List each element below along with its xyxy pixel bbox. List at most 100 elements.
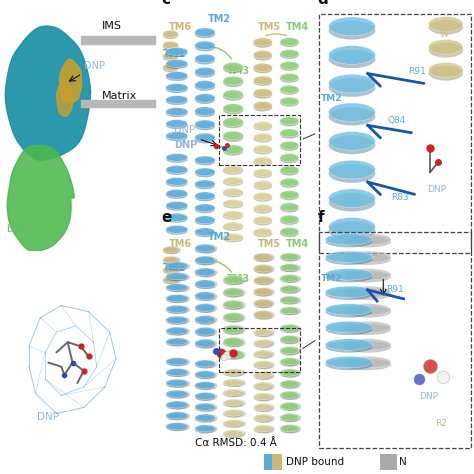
Ellipse shape [168,401,190,408]
Ellipse shape [254,76,272,84]
Ellipse shape [223,370,243,377]
Ellipse shape [256,278,274,285]
Ellipse shape [280,402,299,410]
Ellipse shape [254,192,272,200]
Ellipse shape [280,229,299,237]
Text: DNP bound: DNP bound [286,457,345,467]
Ellipse shape [344,356,391,368]
Ellipse shape [254,204,272,212]
Ellipse shape [280,307,299,314]
Ellipse shape [254,65,272,73]
Ellipse shape [195,107,215,115]
Ellipse shape [280,274,299,282]
Ellipse shape [195,133,215,142]
Ellipse shape [197,246,218,254]
Ellipse shape [326,269,373,280]
Ellipse shape [165,256,181,263]
Ellipse shape [168,359,190,366]
Ellipse shape [197,383,218,390]
Ellipse shape [197,405,218,412]
Ellipse shape [283,415,301,422]
Ellipse shape [223,222,243,229]
Ellipse shape [166,358,188,365]
Ellipse shape [163,64,178,71]
Ellipse shape [280,143,299,151]
Ellipse shape [254,339,272,346]
Ellipse shape [254,393,272,400]
Ellipse shape [195,204,215,212]
Ellipse shape [168,273,190,280]
Ellipse shape [283,346,301,354]
Ellipse shape [254,101,272,109]
Ellipse shape [166,201,188,209]
Ellipse shape [280,129,299,137]
Text: Q84: Q84 [388,116,406,125]
Ellipse shape [195,246,215,254]
Ellipse shape [195,122,215,130]
Ellipse shape [280,382,299,389]
Ellipse shape [326,341,373,353]
Ellipse shape [163,246,178,253]
Ellipse shape [283,324,301,332]
Ellipse shape [223,235,243,242]
Ellipse shape [344,251,391,263]
Ellipse shape [254,78,272,86]
Ellipse shape [166,318,188,325]
Ellipse shape [168,338,190,345]
Ellipse shape [280,37,299,46]
Ellipse shape [256,339,274,346]
Ellipse shape [283,413,301,421]
Ellipse shape [283,264,301,271]
Ellipse shape [254,372,272,378]
Ellipse shape [223,200,243,207]
Ellipse shape [197,268,218,276]
Ellipse shape [197,317,218,325]
Ellipse shape [166,108,188,116]
Ellipse shape [254,182,272,190]
Ellipse shape [166,424,188,431]
Ellipse shape [195,425,215,432]
Ellipse shape [195,180,215,188]
Ellipse shape [225,337,246,346]
Ellipse shape [223,133,243,142]
Ellipse shape [280,141,299,149]
Ellipse shape [166,215,188,223]
Text: Cα RMSD: 0.4 Å: Cα RMSD: 0.4 Å [195,438,277,448]
Ellipse shape [195,328,215,335]
Ellipse shape [195,360,215,367]
Ellipse shape [168,402,190,410]
Ellipse shape [163,53,178,60]
Ellipse shape [283,402,301,410]
Text: R91: R91 [386,285,404,294]
Ellipse shape [328,78,375,97]
Ellipse shape [225,339,246,347]
Ellipse shape [163,256,178,263]
FancyBboxPatch shape [264,454,282,470]
Ellipse shape [195,43,215,51]
Ellipse shape [166,307,188,314]
Ellipse shape [280,39,299,47]
Ellipse shape [166,119,188,128]
Ellipse shape [163,65,178,72]
Ellipse shape [328,136,375,154]
Ellipse shape [195,394,215,401]
Ellipse shape [283,348,301,356]
Ellipse shape [223,369,243,375]
Ellipse shape [283,380,301,387]
Ellipse shape [163,30,178,37]
Ellipse shape [163,266,178,273]
Ellipse shape [280,415,299,422]
Ellipse shape [195,292,215,300]
FancyArrowPatch shape [303,340,315,348]
Ellipse shape [280,97,299,105]
Ellipse shape [225,421,246,428]
Ellipse shape [254,312,272,319]
Ellipse shape [168,358,190,365]
Ellipse shape [280,50,299,57]
Ellipse shape [195,156,215,164]
Ellipse shape [166,368,188,375]
Ellipse shape [280,73,299,81]
Ellipse shape [195,329,215,337]
Text: TM1: TM1 [163,49,186,59]
Ellipse shape [280,276,299,283]
